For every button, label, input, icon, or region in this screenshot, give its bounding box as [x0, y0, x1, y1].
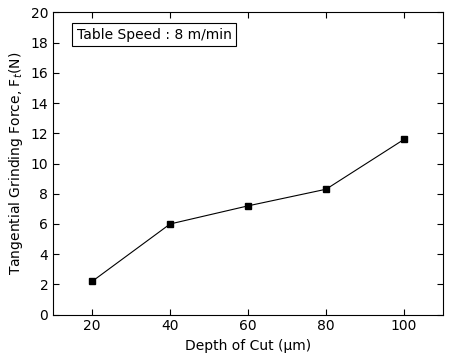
Y-axis label: Tangential Grinding Force, F$_t$(N): Tangential Grinding Force, F$_t$(N) — [7, 52, 25, 275]
Text: Table Speed : 8 m/min: Table Speed : 8 m/min — [76, 28, 231, 41]
X-axis label: Depth of Cut (μm): Depth of Cut (μm) — [185, 339, 311, 353]
